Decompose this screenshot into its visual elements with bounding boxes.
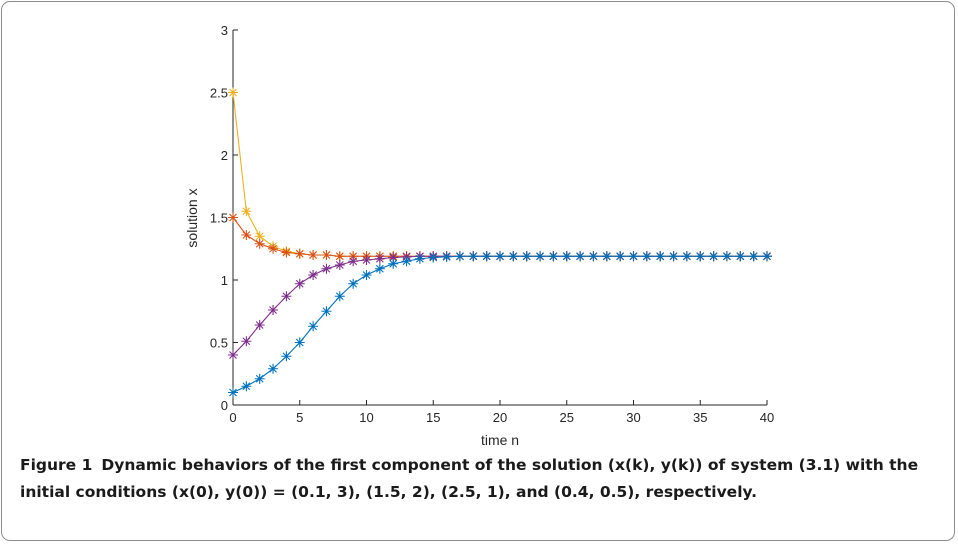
data-point-marker xyxy=(308,250,319,260)
data-point-marker xyxy=(681,251,692,262)
data-point-marker xyxy=(388,258,399,269)
data-point-marker xyxy=(254,320,265,330)
x-tick-label: 10 xyxy=(359,410,373,425)
data-point-marker xyxy=(615,251,626,262)
data-point-marker xyxy=(468,251,479,262)
x-tick-label: 20 xyxy=(493,410,507,425)
data-point-marker xyxy=(321,263,332,274)
figure-label: Figure 1 xyxy=(20,456,93,474)
x-tick-label: 5 xyxy=(296,410,303,425)
series-line xyxy=(232,92,767,257)
data-point-marker xyxy=(601,251,612,262)
data-point-marker xyxy=(348,278,359,289)
data-point-marker xyxy=(481,251,492,262)
data-point-marker xyxy=(388,252,399,263)
y-tick-label: 2.5 xyxy=(210,86,228,101)
data-point-marker xyxy=(548,251,559,262)
data-point-marker xyxy=(268,363,279,374)
y-axis-title: solution x xyxy=(184,188,200,247)
data-point-marker xyxy=(281,247,292,258)
data-point-marker xyxy=(721,251,732,262)
data-point-marker xyxy=(588,251,599,262)
data-point-marker xyxy=(321,306,332,317)
data-point-marker xyxy=(668,251,679,262)
data-point-marker xyxy=(374,253,385,264)
series-3 xyxy=(228,251,772,360)
data-point-marker xyxy=(281,351,292,362)
data-point-marker xyxy=(535,251,546,262)
data-point-marker xyxy=(254,231,265,242)
data-point-marker xyxy=(708,251,719,262)
data-point-marker xyxy=(228,350,238,360)
data-point-marker xyxy=(454,251,465,262)
y-tick-label: 0 xyxy=(221,398,228,413)
data-point-marker xyxy=(334,260,345,270)
x-tick-label: 0 xyxy=(229,410,236,425)
data-point-marker xyxy=(361,270,372,280)
y-tick-label: 2 xyxy=(221,148,228,163)
data-point-marker xyxy=(521,251,532,262)
x-tick-label: 35 xyxy=(693,410,707,425)
data-point-marker xyxy=(348,256,359,267)
x-tick-label: 40 xyxy=(760,410,774,425)
data-point-marker xyxy=(401,256,412,267)
x-tick-label: 15 xyxy=(426,410,440,425)
data-point-marker xyxy=(228,387,238,398)
y-tick-label: 3 xyxy=(221,23,228,38)
series-1 xyxy=(228,87,772,262)
data-point-marker xyxy=(641,251,652,262)
data-point-marker xyxy=(762,251,772,262)
data-point-marker xyxy=(268,305,279,315)
data-point-marker xyxy=(628,251,639,262)
data-point-marker xyxy=(294,337,305,348)
data-point-marker xyxy=(334,251,345,262)
data-point-marker xyxy=(228,87,238,98)
data-point-marker xyxy=(414,253,425,264)
data-point-marker xyxy=(441,251,452,262)
data-point-marker xyxy=(228,212,238,223)
x-tick-label: 25 xyxy=(560,410,574,425)
data-point-marker xyxy=(735,251,746,262)
data-point-marker xyxy=(374,263,385,274)
data-point-marker xyxy=(241,230,252,240)
data-point-marker xyxy=(241,206,252,217)
data-point-marker xyxy=(254,238,265,249)
data-point-marker xyxy=(495,251,505,262)
data-point-marker xyxy=(294,278,305,289)
data-point-marker xyxy=(334,291,345,302)
data-point-marker xyxy=(294,248,305,259)
figure-caption: Figure 1 Dynamic behaviors of the first c… xyxy=(20,452,945,506)
data-point-marker xyxy=(575,251,586,262)
data-point-marker xyxy=(695,251,706,262)
figure-caption-text: Dynamic behaviors of the first component… xyxy=(20,456,919,501)
x-tick-label: 30 xyxy=(626,410,640,425)
data-point-marker xyxy=(308,321,319,332)
data-point-marker xyxy=(268,243,279,254)
y-tick-label: 1.5 xyxy=(210,211,228,226)
data-point-marker xyxy=(655,251,666,262)
data-point-marker xyxy=(748,251,759,262)
data-point-marker xyxy=(241,336,252,347)
data-point-marker xyxy=(561,251,572,262)
y-tick-label: 1 xyxy=(221,273,228,288)
data-point-marker xyxy=(321,250,332,260)
data-point-marker xyxy=(508,251,519,262)
y-tick-label: 0.5 xyxy=(210,336,228,351)
x-axis-title: time n xyxy=(481,432,519,448)
series-4 xyxy=(228,251,772,398)
data-point-marker xyxy=(361,255,372,265)
data-point-marker xyxy=(254,373,265,384)
data-point-marker xyxy=(428,252,439,263)
data-point-marker xyxy=(281,291,292,302)
data-point-marker xyxy=(308,270,319,280)
chart-series xyxy=(228,87,772,398)
data-point-marker xyxy=(241,381,252,392)
chart-axes: 0 5 10 15 20 25 30 35 40 0 0.5 1 1.5 2 2.5 3 xyxy=(210,23,774,425)
